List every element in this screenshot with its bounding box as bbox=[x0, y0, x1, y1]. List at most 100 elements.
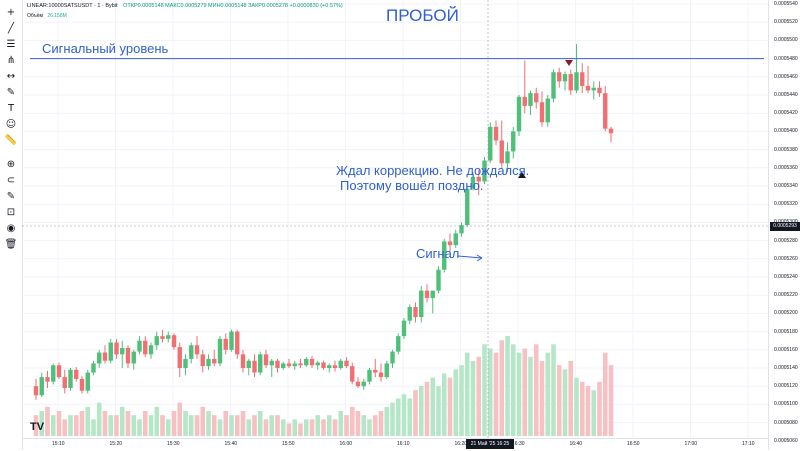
candle-body bbox=[91, 363, 96, 373]
volume-label: Объём bbox=[27, 13, 43, 19]
fib-icon[interactable]: ☰ bbox=[6, 39, 16, 50]
volume-bar bbox=[579, 381, 585, 436]
chart-area[interactable] bbox=[22, 0, 768, 438]
volume-bar bbox=[585, 386, 591, 436]
volume-bar bbox=[39, 411, 45, 436]
candle-body bbox=[505, 151, 510, 164]
time-axis[interactable]: 15:10 15:20 15:30 15:40 15:50 16:00 16:10 16:20… bbox=[22, 438, 768, 451]
candle-body bbox=[603, 93, 608, 129]
volume-bar bbox=[148, 415, 154, 436]
candle-body bbox=[332, 365, 338, 368]
candle-body bbox=[235, 331, 240, 355]
candle-body bbox=[131, 351, 136, 364]
price-tick: 0.0005420 bbox=[774, 110, 798, 117]
volume-bar bbox=[407, 398, 413, 436]
price-tick: 0.0005500 bbox=[774, 37, 798, 44]
candle-body bbox=[183, 358, 188, 368]
volume-bar bbox=[137, 419, 142, 436]
candle-body bbox=[269, 360, 274, 366]
candle-body bbox=[79, 378, 85, 391]
volume-bar bbox=[73, 415, 79, 436]
time-tick: 16:20 bbox=[454, 441, 468, 447]
price-chart[interactable] bbox=[22, 0, 768, 438]
candle-body bbox=[137, 340, 142, 352]
emoji-icon[interactable]: ☺ bbox=[5, 119, 17, 130]
volume-bar bbox=[217, 419, 223, 436]
current-price-tag: 0.0005293 bbox=[770, 222, 800, 231]
volume-legend[interactable]: Объём 26.158M bbox=[27, 13, 67, 19]
eye-icon[interactable]: ◉ bbox=[6, 223, 16, 234]
measure-icon[interactable]: ↔ bbox=[6, 71, 16, 82]
zoom-icon[interactable]: ⊕ bbox=[6, 159, 16, 170]
candle-body bbox=[39, 377, 44, 396]
candle-body bbox=[459, 225, 464, 234]
candle-body bbox=[102, 352, 108, 361]
symbol-header[interactable]: LINEAR:10000SATSUSDT · 1 · Bybit ОТКР0.0… bbox=[27, 3, 343, 9]
price-tick: 0.0005460 bbox=[774, 73, 798, 80]
ruler-icon[interactable]: 📏 bbox=[4, 135, 18, 146]
volume-bar bbox=[545, 352, 551, 436]
price-tick: 0.0005140 bbox=[774, 365, 798, 371]
tradingview-logo[interactable]: TV bbox=[30, 421, 45, 433]
signal-arrow-line bbox=[457, 255, 483, 259]
candle-body bbox=[206, 358, 211, 367]
candle-body bbox=[51, 365, 56, 382]
candle-body bbox=[436, 269, 441, 291]
price-tick: 0.0005340 bbox=[774, 183, 798, 189]
signal-level-label[interactable]: Сигнальный уровень bbox=[42, 41, 169, 56]
candle-body bbox=[557, 72, 562, 82]
candle-body bbox=[315, 362, 320, 366]
candle-body bbox=[33, 386, 39, 396]
annotation-note-line2[interactable]: Поэтому вошёл поздно. bbox=[340, 178, 484, 193]
volume-bar bbox=[378, 411, 384, 436]
volume-bar bbox=[234, 415, 240, 436]
lock-drawing-icon[interactable]: ✎ bbox=[6, 191, 16, 202]
signal-label[interactable]: Сигнал bbox=[416, 246, 460, 261]
volume-bar bbox=[114, 415, 119, 436]
volume-bar bbox=[602, 352, 608, 436]
sell-marker bbox=[565, 60, 573, 66]
crosshair-icon[interactable]: + bbox=[6, 7, 16, 18]
candle-body bbox=[511, 131, 516, 152]
candle-body bbox=[482, 160, 487, 182]
volume-bar bbox=[338, 411, 344, 436]
price-tick: 0.0005080 bbox=[774, 419, 798, 426]
volume-bar bbox=[280, 419, 286, 436]
price-tick: 0.0005540 bbox=[774, 1, 798, 7]
volume-bar bbox=[522, 348, 528, 436]
candle-body bbox=[516, 96, 522, 132]
annotation-note-line1[interactable]: Ждал коррекцию. Не дождался. bbox=[336, 163, 530, 178]
magnet-icon[interactable]: ⊂ bbox=[6, 175, 16, 186]
price-tick: 0.0005380 bbox=[774, 146, 798, 153]
candle-body bbox=[597, 87, 602, 94]
candle-body bbox=[453, 233, 458, 246]
drawing-toolbar: + ╱ ☰ ⋔ ↔ ✎ T ☺ 📏 ⊕ ⊂ ✎ ⊡ ◉ 🗑 bbox=[0, 0, 23, 450]
candle-body bbox=[292, 363, 297, 367]
volume-bar bbox=[493, 352, 499, 436]
candle-body bbox=[562, 74, 568, 82]
volume-bar bbox=[303, 419, 309, 436]
volume-bar bbox=[470, 361, 476, 436]
symbol-name[interactable]: LINEAR:10000SATSUSDT · 1 · Bybit bbox=[27, 3, 118, 9]
volume-bar bbox=[102, 411, 108, 436]
pattern-icon[interactable]: ⋔ bbox=[6, 55, 16, 66]
candle-body bbox=[97, 352, 102, 364]
volume-bar bbox=[298, 423, 303, 436]
volume-bar bbox=[562, 369, 568, 436]
trend-line-icon[interactable]: ╱ bbox=[7, 23, 15, 34]
annotation-title[interactable]: ПРОБОЙ bbox=[386, 6, 459, 25]
lock-icon[interactable]: ⊡ bbox=[6, 207, 16, 218]
volume-bar bbox=[68, 415, 73, 436]
trash-icon[interactable]: 🗑 bbox=[4, 239, 18, 250]
text-icon[interactable]: T bbox=[7, 103, 15, 114]
price-tick: 0.0005320 bbox=[774, 201, 798, 208]
brush-icon[interactable]: ✎ bbox=[6, 87, 16, 98]
price-tick: 0.0005220 bbox=[774, 292, 798, 299]
candle-body bbox=[258, 354, 263, 373]
candle-body bbox=[189, 345, 194, 359]
volume-bar bbox=[608, 365, 614, 436]
volume-bar bbox=[441, 373, 447, 436]
candle-body bbox=[321, 362, 326, 368]
time-tick: 15:30 bbox=[167, 441, 180, 447]
candle-body bbox=[74, 369, 79, 379]
